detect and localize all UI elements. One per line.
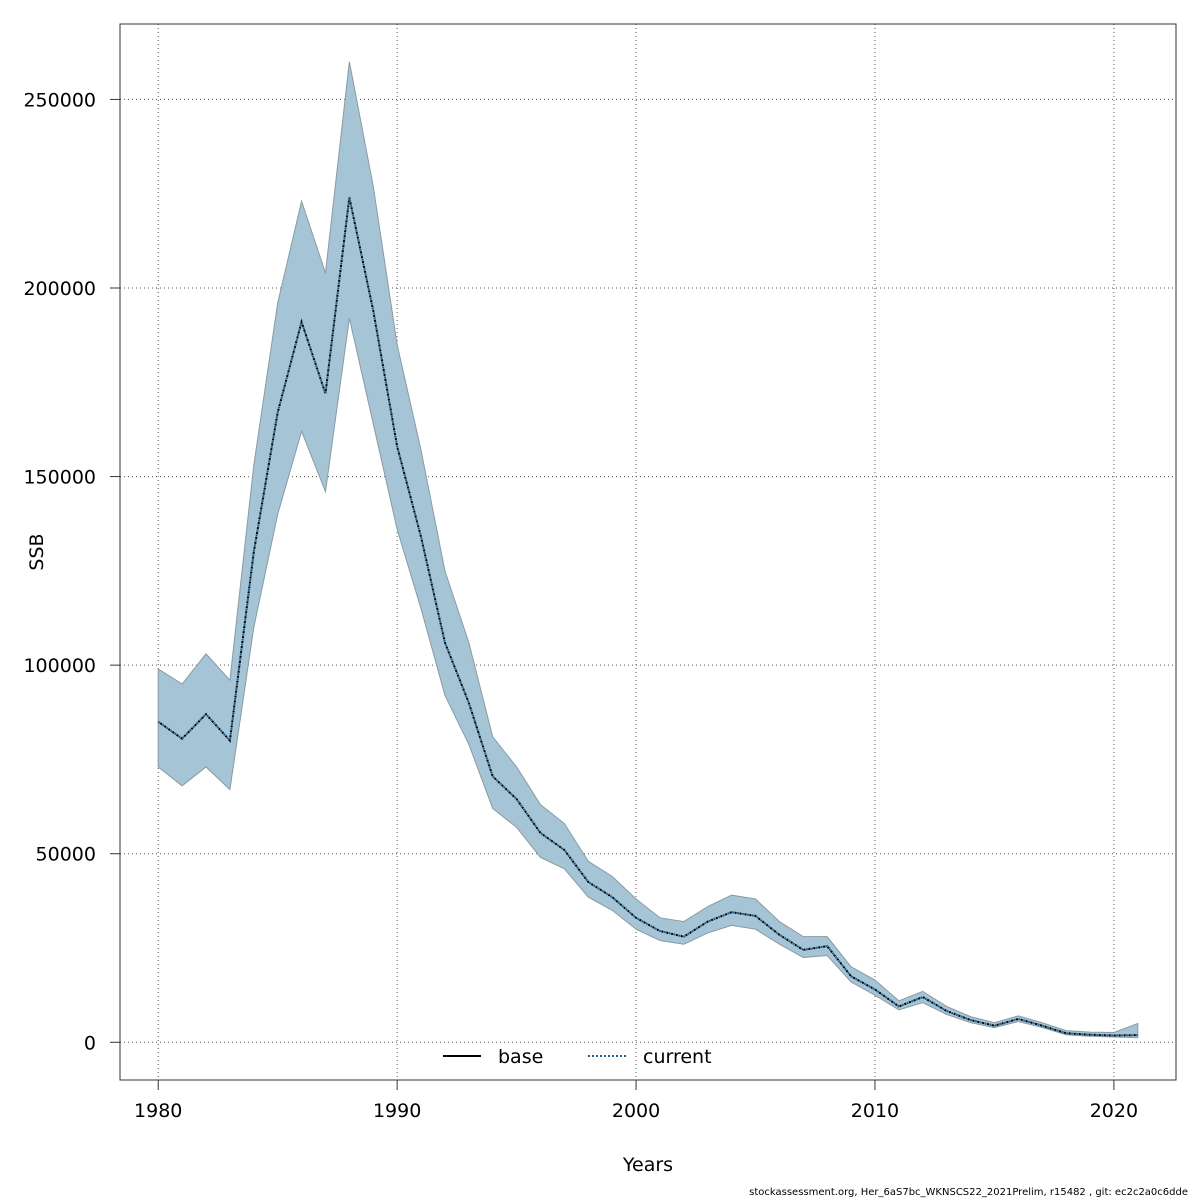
x-axis: 1980 1990 2000 2010 2020	[134, 1080, 1138, 1122]
y-tick-label: 50000	[36, 844, 96, 866]
y-axis: 0 50000 100000 150000 200000 250000	[23, 89, 120, 1054]
x-tick-label: 2010	[851, 1100, 899, 1122]
legend-base-label: base	[498, 1046, 543, 1068]
confidence-band	[157, 61, 1139, 1039]
legend-current-label: current	[643, 1046, 712, 1068]
legend: base current	[443, 1046, 712, 1068]
x-axis-title: Years	[622, 1154, 673, 1176]
plot-frame	[119, 23, 1177, 1081]
y-axis-title: SSB	[26, 533, 48, 570]
x-tick-label: 1990	[373, 1100, 421, 1122]
x-tick-label: 2020	[1090, 1100, 1138, 1122]
y-tick-label: 200000	[23, 278, 96, 300]
y-tick-label: 100000	[23, 655, 96, 677]
x-tick-label: 1980	[134, 1100, 182, 1122]
y-tick-label: 0	[84, 1032, 96, 1054]
grid-lines	[120, 24, 1176, 1080]
confidence-band-layer	[157, 61, 1139, 1039]
y-tick-label: 150000	[23, 467, 96, 489]
footer-source: stockassessment.org, Her_6aS7bc_WKNSCS22…	[749, 1187, 1188, 1198]
y-tick-label: 250000	[23, 89, 96, 111]
x-tick-label: 2000	[612, 1100, 660, 1122]
